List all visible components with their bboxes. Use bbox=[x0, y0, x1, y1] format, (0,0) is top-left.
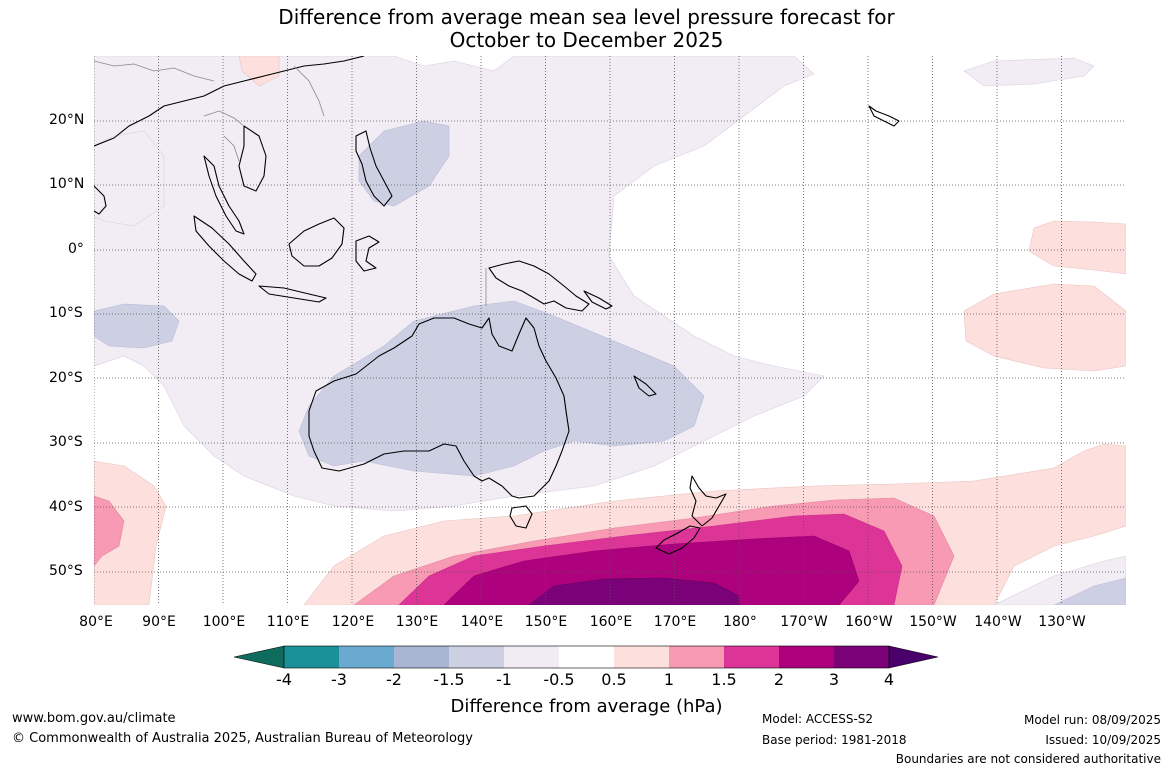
colorbar-segment bbox=[504, 646, 559, 668]
coastline-new-caledonia bbox=[633, 375, 657, 397]
colorbar bbox=[233, 645, 939, 669]
lon-label-140w: 140°W bbox=[974, 614, 1022, 630]
coastline-tasmania bbox=[509, 505, 533, 529]
colorbar-tick: -3 bbox=[331, 670, 347, 689]
lon-label-150e: 150°E bbox=[524, 614, 568, 630]
lon-label-160e: 160°E bbox=[589, 614, 633, 630]
colorbar-tick: -1.5 bbox=[433, 670, 465, 689]
footer-copyright: © Commonwealth of Australia 2025, Austra… bbox=[12, 731, 473, 746]
colorbar-segment bbox=[834, 646, 889, 668]
map-title-line1: Difference from average mean sea level p… bbox=[278, 5, 895, 29]
lat-label-10s: 10°S bbox=[49, 305, 83, 321]
coastline-new-guinea bbox=[488, 260, 590, 312]
colorbar-tick: -4 bbox=[276, 670, 292, 689]
anomaly-region-neg1-philippines bbox=[358, 120, 450, 207]
lon-label-140e: 140°E bbox=[460, 614, 504, 630]
anomaly-region-pos05-west bbox=[94, 460, 167, 605]
coastlines bbox=[94, 56, 900, 555]
coastline-southeast-asia bbox=[94, 56, 365, 147]
colorbar-tick: 0.5 bbox=[601, 670, 627, 689]
footer-issued: Issued: 10/09/2025 bbox=[1045, 733, 1161, 747]
lat-label-50s: 50°S bbox=[49, 563, 83, 579]
colorbar-tick: 1.5 bbox=[711, 670, 737, 689]
footer-website-link[interactable]: www.bom.gov.au/climate bbox=[12, 711, 176, 726]
colorbar-tick: 2 bbox=[773, 670, 785, 689]
footer-model: Model: ACCESS-S2 bbox=[762, 712, 874, 726]
footer-disclaimer: Boundaries are not considered authoritat… bbox=[895, 752, 1161, 766]
lon-label-130w: 130°W bbox=[1038, 614, 1086, 630]
colorbar-segment bbox=[284, 646, 339, 668]
anomaly-region-neg1-australia bbox=[298, 300, 705, 477]
lon-label-90e: 90°E bbox=[142, 614, 176, 630]
footer-model-run: Model run: 08/09/2025 bbox=[1023, 713, 1161, 727]
lat-label-40s: 40°S bbox=[49, 499, 83, 515]
anomaly-region-pos05-east-equator bbox=[1028, 220, 1126, 275]
lon-label-160w: 160°W bbox=[845, 614, 893, 630]
lat-label-0: 0° bbox=[68, 241, 84, 257]
coastline-philippines bbox=[355, 130, 393, 207]
colorbar-tick: -1 bbox=[496, 670, 512, 689]
colorbar-segment bbox=[449, 646, 504, 668]
colorbar-outline bbox=[283, 645, 890, 669]
pressure-anomaly-map bbox=[94, 56, 1126, 605]
coastline-sumatra bbox=[193, 215, 257, 282]
colorbar-segment bbox=[339, 646, 394, 668]
lon-label-110e: 110°E bbox=[266, 614, 310, 630]
colorbar-label: Difference from average (hPa) bbox=[450, 696, 723, 717]
coastline-new-zealand-north bbox=[689, 475, 727, 527]
colorbar-segment bbox=[394, 646, 449, 668]
coastline-new-zealand-south bbox=[655, 525, 701, 555]
lon-label-100e: 100°E bbox=[202, 614, 246, 630]
colorbar-segment-extend-high bbox=[888, 645, 939, 669]
lat-label-20s: 20°S bbox=[49, 370, 83, 386]
footer-base-period: Base period: 1981-2018 bbox=[762, 733, 907, 747]
anomaly-region-pos1-west bbox=[94, 495, 125, 567]
coastline-java bbox=[258, 285, 327, 303]
colorbar-tick: 1 bbox=[663, 670, 675, 689]
map-gridlines bbox=[94, 56, 1126, 605]
coastline-indochina bbox=[238, 125, 267, 192]
lat-label-30s: 30°S bbox=[49, 434, 83, 450]
colorbar-tick: -0.5 bbox=[543, 670, 575, 689]
map-title-line2: October to December 2025 bbox=[449, 28, 724, 52]
anomaly-region-pos2 bbox=[443, 535, 860, 605]
lon-label-120e: 120°E bbox=[331, 614, 375, 630]
lat-label-10n: 10°N bbox=[49, 176, 85, 192]
lat-label-20n: 20°N bbox=[49, 112, 85, 128]
anomaly-region-pos05-north bbox=[238, 56, 280, 87]
coastline-solomon-islands bbox=[583, 290, 613, 310]
colorbar-segment bbox=[669, 646, 724, 668]
anomaly-region-neg1-south-east bbox=[1053, 577, 1126, 605]
lon-label-150w: 150°W bbox=[909, 614, 957, 630]
coastline-sulawesi bbox=[355, 235, 380, 272]
coastline-india-east bbox=[94, 185, 107, 215]
anomaly-region-neg1-indian-ocean bbox=[94, 303, 180, 349]
anomaly-region-pos05-east bbox=[963, 283, 1126, 372]
colorbar-segment bbox=[779, 646, 834, 668]
colorbar-tick: 4 bbox=[883, 670, 895, 689]
coastline-australia bbox=[308, 317, 570, 499]
country-borders bbox=[94, 60, 487, 306]
anomaly-region-pos3 bbox=[528, 577, 740, 605]
coastline-borneo bbox=[288, 217, 345, 267]
colorbar-segment bbox=[614, 646, 669, 668]
coastline-malay-peninsula bbox=[203, 155, 245, 235]
colorbar-segment bbox=[559, 646, 614, 668]
colorbar-segment bbox=[724, 646, 779, 668]
lon-label-170e: 170°E bbox=[653, 614, 697, 630]
coastline-hawaii bbox=[868, 105, 900, 127]
lon-label-170w: 170°W bbox=[780, 614, 828, 630]
colorbar-tick: -2 bbox=[386, 670, 402, 689]
lon-label-180: 180° bbox=[723, 614, 757, 630]
anomaly-region-neg05-north-west bbox=[94, 130, 165, 227]
colorbar-tick: 3 bbox=[828, 670, 840, 689]
lon-label-80e: 80°E bbox=[79, 614, 113, 630]
colorbar-segment-extend-low bbox=[233, 645, 285, 669]
lon-label-130e: 130°E bbox=[395, 614, 439, 630]
